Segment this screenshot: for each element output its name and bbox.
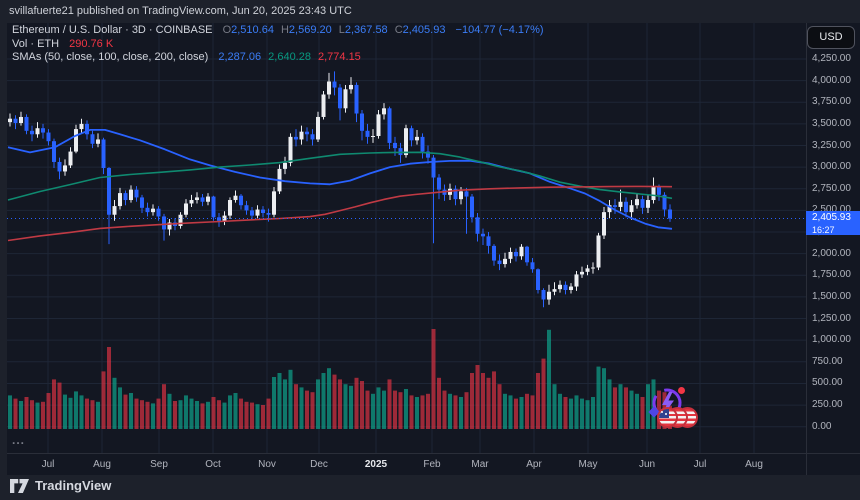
price-tick-label: 1,250.00 xyxy=(812,312,851,324)
red-dot-icon xyxy=(678,387,685,394)
time-axis-separator xyxy=(7,453,860,454)
sma-value: 2,287.06 xyxy=(218,51,262,63)
time-tick-label: Feb xyxy=(423,459,441,470)
time-tick-label: 2025 xyxy=(364,459,388,470)
sma-legend-row[interactable]: SMAs (50, close, 100, close, 200, close)… xyxy=(12,51,361,63)
ohlc-values: O2,510.64 H2,569.20 L2,367.58 C2,405.93 xyxy=(216,24,446,36)
pane-more-button[interactable]: ... xyxy=(12,433,26,447)
price-tick-label: 4,000.00 xyxy=(812,74,851,86)
time-tick-label: Aug xyxy=(93,459,111,470)
usa-flag-icon xyxy=(657,407,678,428)
symbol-legend-row[interactable]: Ethereum / U.S. Dollar · 3D · COINBASE O… xyxy=(12,24,544,36)
volume-value: 290.76 K xyxy=(69,38,114,50)
ohlc-value: 2,569.20 xyxy=(288,24,332,36)
price-tick-label: 2,750.00 xyxy=(812,182,851,194)
price-tick-label: 1,500.00 xyxy=(812,290,851,302)
price-tick-label: 3,750.00 xyxy=(812,96,851,108)
price-tick-label: 500.00 xyxy=(812,377,843,389)
sma-label: SMAs (50, close, 100, close, 200, close) xyxy=(12,51,209,63)
price-tick-label: 750.00 xyxy=(812,355,843,367)
time-tick-label: May xyxy=(578,459,598,470)
time-tick-label: Mar xyxy=(471,459,489,470)
time-tick-label: Apr xyxy=(526,459,542,470)
usa-flags-sticker[interactable] xyxy=(657,407,703,432)
price-tick-label: 2,500.00 xyxy=(812,204,851,216)
last-price-tag: 2,405.93 16:27 xyxy=(806,211,860,235)
currency-toggle-button[interactable]: USD xyxy=(807,26,855,49)
tradingview-logo-icon xyxy=(10,478,29,493)
published-info-text: svillafuerte21 published on TradingView.… xyxy=(9,5,352,17)
brand-name: TradingView xyxy=(35,478,112,493)
ohlc-key: C xyxy=(394,24,403,36)
ohlc-value: 2,405.93 xyxy=(402,24,446,36)
time-tick-label: Jun xyxy=(638,459,656,470)
price-tick-label: 1,000.00 xyxy=(812,334,851,346)
time-tick-label: Oct xyxy=(205,459,221,470)
published-info-bar: svillafuerte21 published on TradingView.… xyxy=(0,0,860,23)
bar-countdown: 16:27 xyxy=(812,225,835,235)
tradingview-brand[interactable]: TradingView xyxy=(10,478,111,493)
volume-legend-row[interactable]: Vol · ETH 290.76 K xyxy=(12,38,113,50)
price-tick-label: 0.00 xyxy=(812,420,832,432)
time-tick-label: Sep xyxy=(150,459,168,470)
last-price-value: 2,405.93 xyxy=(812,212,851,223)
time-tick-label: Jul xyxy=(41,459,55,470)
time-tick-label: Dec xyxy=(310,459,328,470)
sma-value: 2,640.28 xyxy=(268,51,311,63)
sma-value: 2,774.15 xyxy=(317,51,361,63)
price-tick-label: 2,000.00 xyxy=(812,247,851,259)
ohlc-key: L xyxy=(338,24,345,36)
time-tick-label: Nov xyxy=(258,459,276,470)
ohlc-value: 2,510.64 xyxy=(231,24,274,36)
price-tick-label: 3,500.00 xyxy=(812,117,851,129)
ohlc-value: 2,367.58 xyxy=(344,24,388,36)
price-axis-separator xyxy=(806,23,807,475)
symbol-title: Ethereum / U.S. Dollar · 3D · COINBASE xyxy=(12,24,213,36)
change-value: −104.77 (−4.17%) xyxy=(455,24,544,36)
ohlc-key: O xyxy=(222,24,232,36)
price-tick-label: 250.00 xyxy=(812,399,843,411)
time-tick-label: Jul xyxy=(693,459,707,470)
price-tick-label: 3,000.00 xyxy=(812,161,851,173)
ohlc-key: H xyxy=(280,24,289,36)
price-tick-label: 4,250.00 xyxy=(812,53,851,64)
sma-values: 2,287.06 2,640.28 2,774.15 xyxy=(211,51,360,63)
price-tick-label: 1,750.00 xyxy=(812,269,851,281)
time-tick-label: Aug xyxy=(745,459,763,470)
lightning-bolt-icon xyxy=(662,392,674,415)
volume-label: Vol · ETH xyxy=(12,38,60,50)
price-tick-label: 3,250.00 xyxy=(812,139,851,151)
